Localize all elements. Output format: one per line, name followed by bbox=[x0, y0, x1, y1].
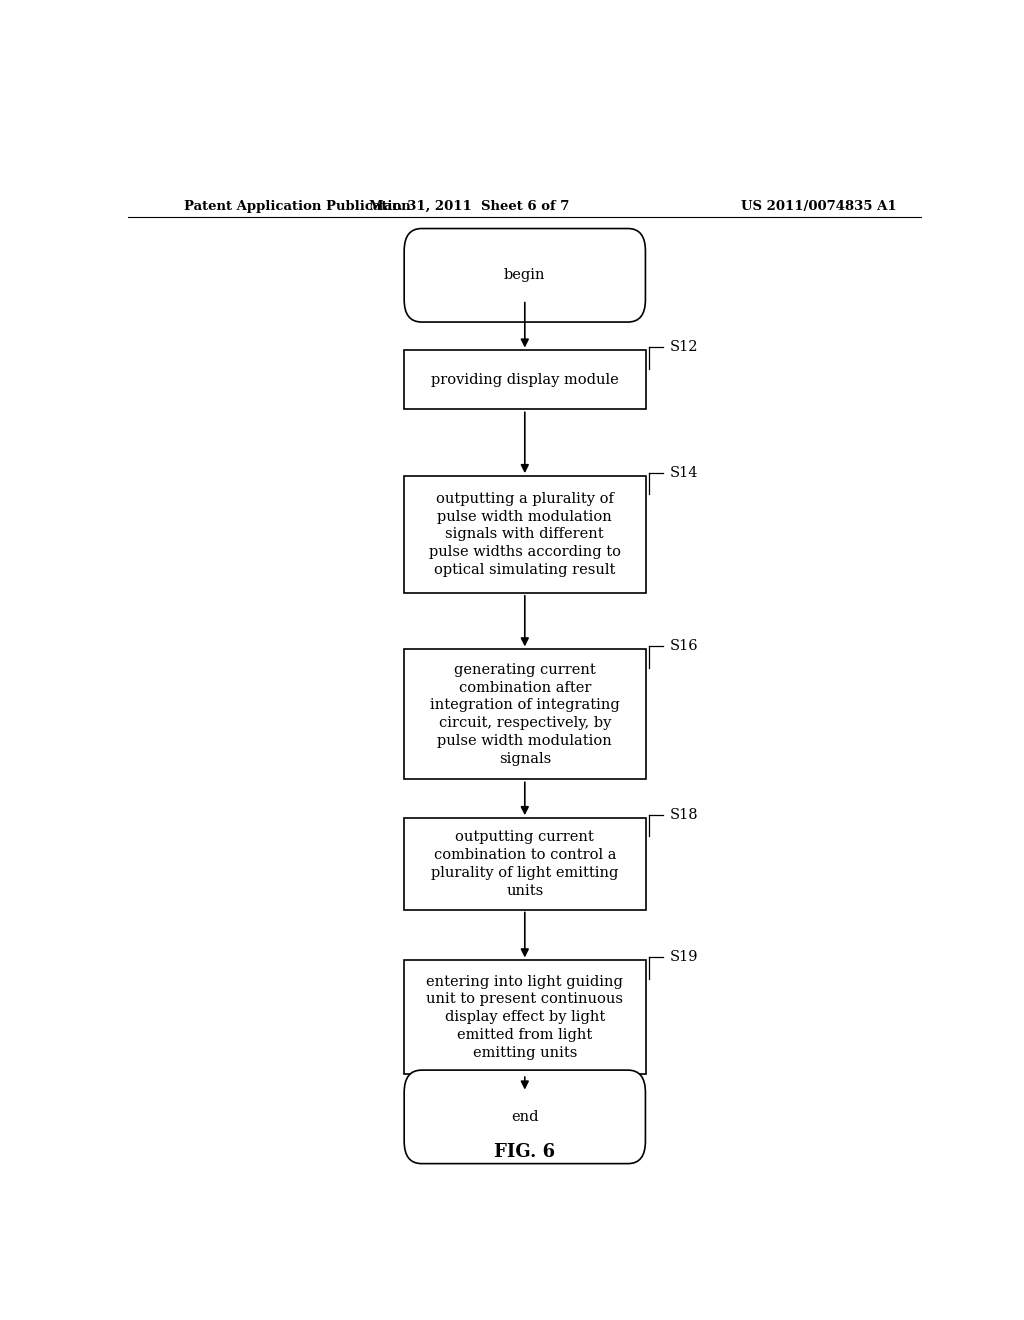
Text: S12: S12 bbox=[670, 341, 698, 355]
Text: Patent Application Publication: Patent Application Publication bbox=[183, 199, 411, 213]
Text: S16: S16 bbox=[670, 639, 698, 653]
Text: outputting a plurality of
pulse width modulation
signals with different
pulse wi: outputting a plurality of pulse width mo… bbox=[429, 492, 621, 577]
Text: FIG. 6: FIG. 6 bbox=[495, 1143, 555, 1162]
Text: end: end bbox=[511, 1110, 539, 1123]
Bar bbox=[403, 649, 646, 779]
Text: S14: S14 bbox=[670, 466, 698, 480]
Bar bbox=[403, 818, 646, 909]
Text: entering into light guiding
unit to present continuous
display effect by light
e: entering into light guiding unit to pres… bbox=[426, 974, 624, 1060]
Text: Mar. 31, 2011  Sheet 6 of 7: Mar. 31, 2011 Sheet 6 of 7 bbox=[369, 199, 569, 213]
Text: generating current
combination after
integration of integrating
circuit, respect: generating current combination after int… bbox=[430, 663, 620, 766]
Text: providing display module: providing display module bbox=[431, 374, 618, 387]
Text: begin: begin bbox=[504, 268, 546, 282]
Text: outputting current
combination to control a
plurality of light emitting
units: outputting current combination to contro… bbox=[431, 830, 618, 898]
Bar bbox=[403, 961, 646, 1074]
Bar bbox=[403, 477, 646, 593]
Text: US 2011/0074835 A1: US 2011/0074835 A1 bbox=[740, 199, 896, 213]
FancyBboxPatch shape bbox=[404, 1071, 645, 1164]
Text: S18: S18 bbox=[670, 808, 698, 822]
FancyBboxPatch shape bbox=[404, 228, 645, 322]
Bar bbox=[403, 351, 646, 409]
Text: S19: S19 bbox=[670, 950, 698, 965]
